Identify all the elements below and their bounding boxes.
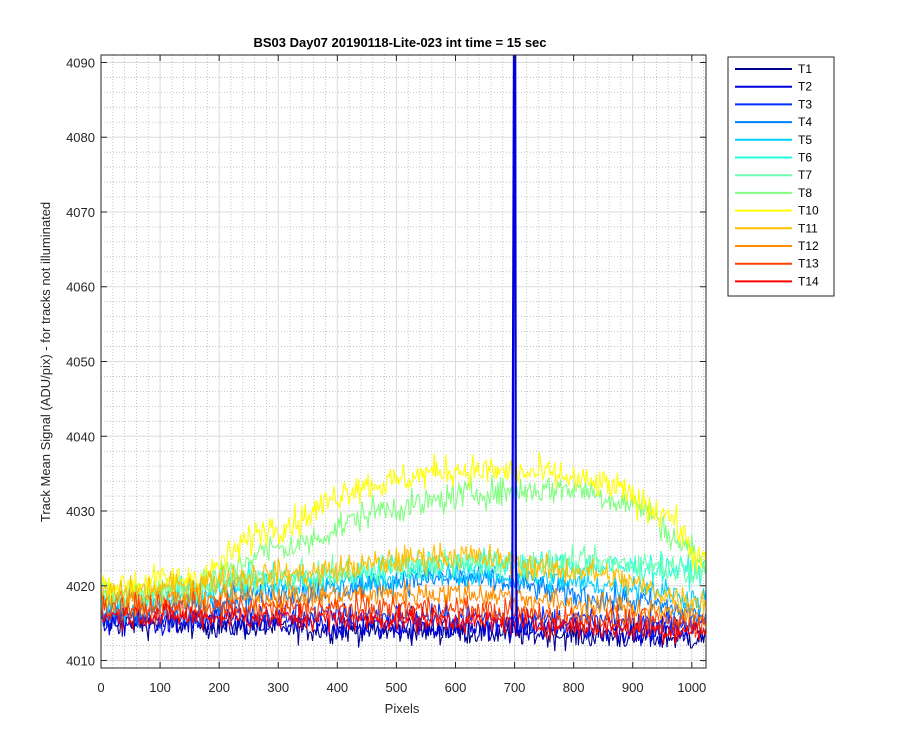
y-tick-labels: 4010 4020 4030 4040 4050 4060 4070 4080 4090 [66, 55, 95, 668]
legend-label: T11 [798, 221, 818, 235]
legend-label: T14 [798, 274, 819, 288]
legend-entry-t3: T3 [735, 97, 812, 111]
x-tick-label: 700 [504, 680, 526, 695]
legend-entry-t13: T13 [735, 257, 819, 271]
series-line-t14 [101, 600, 706, 646]
legend-label: T7 [798, 168, 812, 182]
legend-entry-t10: T10 [735, 204, 819, 218]
legend-entry-t7: T7 [735, 168, 812, 182]
legend-entry-t14: T14 [735, 274, 819, 288]
series-lines [101, 55, 706, 652]
legend-entry-t8: T8 [735, 186, 812, 200]
legend-entry-t4: T4 [735, 115, 812, 129]
x-tick-label: 900 [622, 680, 644, 695]
y-tick-label: 4070 [66, 205, 95, 220]
x-tick-label: 0 [97, 680, 104, 695]
x-tick-label: 500 [386, 680, 408, 695]
legend-entry-t6: T6 [735, 151, 812, 165]
x-axis-label: Pixels [385, 701, 420, 716]
y-tick-label: 4080 [66, 130, 95, 145]
series-line-t12 [101, 579, 706, 627]
legend-label: T4 [798, 115, 812, 129]
legend-entry-t11: T11 [735, 221, 818, 235]
plot-area [100, 54, 707, 669]
x-tick-labels: 0 100 200 300 400 500 600 700 800 900 1000 [97, 680, 706, 695]
series-line-t11 [101, 542, 706, 616]
y-tick-label: 4040 [66, 429, 95, 444]
legend-entry-t2: T2 [735, 80, 812, 94]
legend-label: T6 [798, 151, 812, 165]
y-tick-label: 4090 [66, 55, 95, 70]
x-tick-label: 600 [445, 680, 467, 695]
legend: T1 T2 T3 T4 T5 T6 T7 T8 T10 T11 T12 T13 T14 [727, 56, 835, 297]
legend-entry-t5: T5 [735, 133, 812, 147]
legend-label: T1 [798, 62, 812, 76]
legend-label: T8 [798, 186, 812, 200]
x-tick-label: 800 [563, 680, 585, 695]
legend-label: T5 [798, 133, 812, 147]
y-tick-label: 4030 [66, 504, 95, 519]
x-tick-label: 200 [208, 680, 230, 695]
x-tick-label: 300 [267, 680, 289, 695]
legend-box [727, 56, 835, 297]
legend-label: T10 [798, 204, 819, 218]
legend-label: T12 [798, 239, 819, 253]
y-axis-label: Track Mean Signal (ADU/pix) - for tracks… [38, 202, 53, 522]
tick-marks [100, 55, 706, 668]
legend-label: T3 [798, 97, 812, 111]
legend-label: T2 [798, 80, 812, 94]
y-tick-label: 4060 [66, 280, 95, 295]
x-tick-label: 400 [326, 680, 348, 695]
x-tick-label: 1000 [677, 680, 706, 695]
legend-entry-t1: T1 [735, 62, 812, 76]
y-tick-label: 4020 [66, 579, 95, 594]
legend-entry-t12: T12 [735, 239, 819, 253]
x-tick-label: 100 [149, 680, 171, 695]
chart-title: BS03 Day07 20190118-Lite-023 int time = … [253, 35, 546, 50]
y-tick-label: 4010 [66, 654, 95, 669]
anomaly-spike [511, 55, 518, 634]
y-tick-label: 4050 [66, 355, 95, 370]
legend-label: T13 [798, 257, 819, 271]
